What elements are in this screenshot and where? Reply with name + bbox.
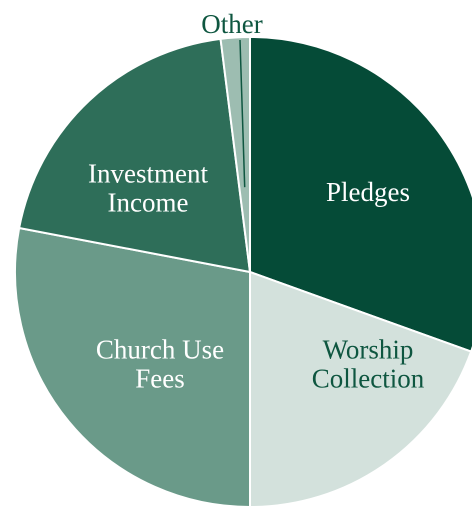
slice-label-line: Fees [135,364,185,394]
slice-label-pledges: Pledges [326,177,410,207]
slice-label-line: Pledges [326,177,410,207]
slice-label-line: Other [201,9,262,39]
pie-slices [14,35,472,508]
pie-slice-investment-income [18,37,251,273]
slice-label-line: Worship [323,335,414,365]
slice-label-line: Income [108,188,189,218]
slice-label-line: Investment [88,159,208,189]
pie-labels: Pledges Worship Collection Church Use Fees In… [88,9,425,394]
slice-label-worship-collection: Worship Collection [312,335,425,394]
slice-label-other: Other [201,9,262,39]
slice-label-church-use-fees: Church Use Fees [96,335,224,394]
pie-slice-other [219,35,251,273]
slice-label-investment-income: Investment Income [88,159,208,218]
other-leader-line [239,39,246,188]
slice-label-line: Collection [312,364,425,394]
pie-slice-pledges [249,36,472,353]
pie-slice-worship-collection [249,271,472,508]
pie-slice-church-use-fees [14,226,251,508]
slice-label-line: Church Use [96,335,224,365]
